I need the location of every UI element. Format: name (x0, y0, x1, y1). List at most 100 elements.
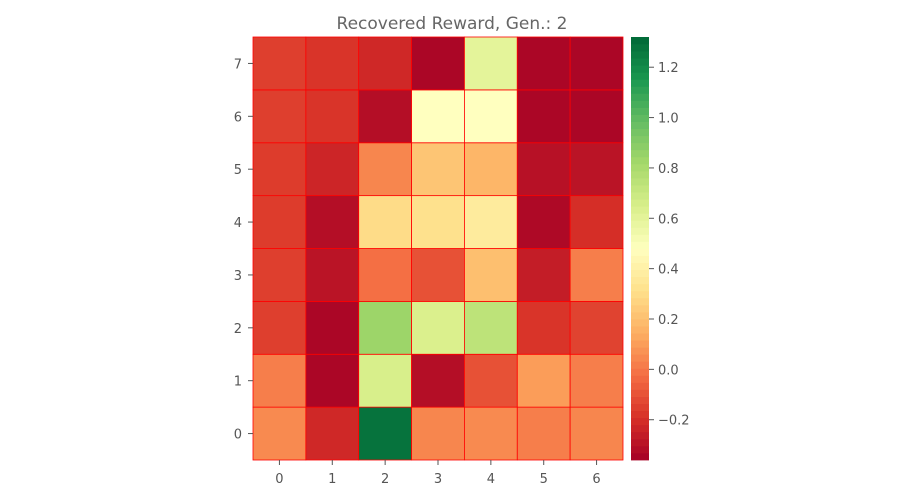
y-tick-label: 2 (234, 322, 242, 337)
colorbar-band (631, 163, 649, 172)
colorbar-band (631, 227, 649, 235)
colorbar-tick-label: 1.0 (658, 112, 679, 127)
heatmap-cell-4-2 (464, 300, 518, 355)
colorbar-band (631, 297, 649, 306)
heatmap-cell-3-1 (411, 353, 465, 408)
colorbar-band (631, 283, 649, 292)
x-tick-label: 0 (275, 472, 283, 487)
x-tick-label: 5 (540, 472, 548, 487)
colorbar-tick-label: 0.4 (658, 263, 679, 278)
colorbar-band (631, 234, 649, 242)
heatmap-cell-4-0 (464, 406, 518, 461)
heatmap-cell-5-2 (516, 300, 571, 355)
heatmap-cell-0-7 (252, 36, 307, 91)
heatmap-cell-2-5 (358, 142, 412, 197)
heatmap-cell-2-0 (358, 406, 412, 461)
heatmap-cell-5-3 (516, 248, 571, 302)
heatmap-cell-5-5 (516, 142, 571, 197)
heatmap-cell-3-2 (411, 300, 465, 355)
heatmap-cell-2-6 (358, 89, 412, 144)
colorbar-band (631, 452, 649, 461)
heatmap-cell-6-4 (569, 195, 624, 249)
colorbar-band (631, 389, 649, 397)
heatmap-cell-5-0 (516, 406, 571, 461)
heatmap-cell-1-5 (305, 142, 360, 197)
colorbar-band (631, 220, 649, 228)
colorbar-band (631, 347, 649, 355)
colorbar-band (631, 135, 649, 144)
colorbar (631, 37, 649, 461)
y-axis-ticks: 0 1 2 3 4 5 6 7 (234, 57, 253, 443)
heatmap-cell-5-1 (516, 353, 571, 408)
colorbar-band (631, 128, 649, 137)
colorbar-band (631, 65, 649, 73)
colorbar-band (631, 417, 649, 426)
colorbar-band (631, 396, 649, 404)
colorbar-band (631, 410, 649, 419)
colorbar-band (631, 149, 649, 158)
colorbar-band (631, 107, 649, 115)
y-tick-label: 5 (234, 163, 242, 178)
heatmap-cell-0-2 (252, 300, 307, 355)
heatmap-cell-6-7 (569, 36, 624, 91)
colorbar-band (631, 185, 649, 193)
heatmap-cell-2-7 (358, 36, 412, 91)
heatmap-cell-6-2 (569, 300, 624, 355)
colorbar-band (631, 311, 649, 320)
colorbar-band (631, 340, 649, 348)
colorbar-band (631, 121, 649, 130)
heatmap-cell-2-1 (358, 353, 412, 408)
heatmap-cell-5-4 (516, 195, 571, 249)
colorbar-band (631, 206, 649, 214)
heatmap-cell-6-3 (569, 248, 624, 302)
colorbar-band (631, 100, 649, 108)
colorbar-tick-label: 0.6 (658, 212, 679, 227)
colorbar-tick-label: −0.2 (658, 414, 690, 429)
heatmap-cell-4-1 (464, 353, 518, 408)
heatmap-cell-1-3 (305, 248, 360, 302)
colorbar-band (631, 361, 649, 369)
colorbar-band (631, 255, 649, 263)
colorbar-band (631, 431, 649, 440)
heatmap-cell-0-5 (252, 142, 307, 197)
colorbar-tick-label: 1.2 (658, 61, 679, 76)
colorbar-band (631, 262, 649, 271)
heatmap-cell-0-6 (252, 89, 307, 144)
colorbar-band (631, 170, 649, 179)
colorbar-band (631, 424, 649, 433)
colorbar-band (631, 79, 649, 87)
colorbar-band (631, 192, 649, 200)
colorbar-band (631, 93, 649, 101)
heatmap-cell-1-7 (305, 36, 360, 91)
heatmap-cell-3-6 (411, 89, 465, 144)
colorbar-band (631, 213, 649, 221)
x-tick-label: 3 (434, 472, 442, 487)
heatmap-cell-5-6 (516, 89, 571, 144)
x-tick-label: 1 (328, 472, 336, 487)
heatmap-cell-4-5 (464, 142, 518, 197)
colorbar-band (631, 333, 649, 341)
colorbar-band (631, 241, 649, 249)
colorbar-band (631, 72, 649, 80)
heatmap-cell-2-4 (358, 195, 412, 249)
y-tick-label: 7 (234, 57, 242, 72)
colorbar-band (631, 178, 649, 186)
colorbar-band (631, 51, 649, 59)
heatmap-cell-6-6 (569, 89, 624, 144)
colorbar-band (631, 44, 649, 52)
heatmap-cell-4-6 (464, 89, 518, 144)
colorbar-band (631, 37, 649, 45)
colorbar-band (631, 304, 649, 313)
colorbar-band (631, 276, 649, 285)
colorbar-band (631, 290, 649, 299)
heatmap-cell-4-4 (464, 195, 518, 249)
heatmap-cell-4-3 (464, 248, 518, 302)
heatmap-cell-2-2 (358, 300, 412, 355)
x-axis-ticks: 0 1 2 3 4 5 6 (275, 460, 601, 487)
heatmap-cell-0-3 (252, 248, 307, 302)
colorbar-band (631, 248, 649, 256)
colorbar-band (631, 326, 649, 334)
heatmap-cells (252, 36, 624, 461)
colorbar-band (631, 199, 649, 207)
